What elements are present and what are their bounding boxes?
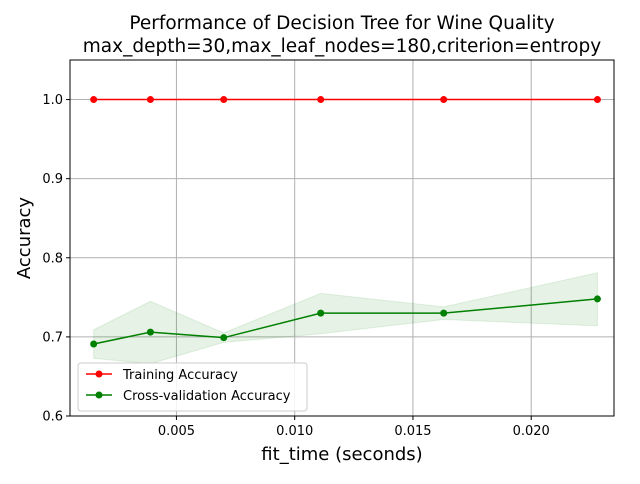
y-tick-label: 0.9 bbox=[42, 172, 63, 187]
series-0-point bbox=[317, 96, 325, 104]
x-tick-label: 0.020 bbox=[513, 424, 550, 439]
series-1-point bbox=[220, 334, 228, 342]
chart-title: Performance of Decision Tree for Wine Qu… bbox=[129, 13, 554, 34]
series-line-1 bbox=[93, 298, 598, 345]
plot-frame bbox=[69, 59, 615, 417]
series-0-point bbox=[220, 96, 228, 104]
legend-training-label: Training Accuracy bbox=[122, 368, 238, 383]
x-tick-label: 0.015 bbox=[394, 424, 431, 439]
series-0-point bbox=[440, 96, 448, 104]
legend-cv-marker bbox=[95, 391, 103, 399]
x-axis-label: fit_time (seconds) bbox=[261, 444, 422, 465]
band-1 bbox=[93, 272, 598, 365]
series-0-point bbox=[90, 96, 98, 104]
y-tick-label: 0.6 bbox=[42, 410, 63, 425]
series-1-point bbox=[593, 295, 601, 303]
legend: Training Accuracy Cross-validation Accur… bbox=[77, 362, 308, 412]
series-lines bbox=[90, 96, 601, 348]
y-axis-label: Accuracy bbox=[14, 197, 35, 280]
axis-ticks: 0.005 0.010 0.015 0.020 0.6 0.7 0.8 0.9 1.0 bbox=[42, 93, 550, 439]
x-tick-label: 0.010 bbox=[276, 424, 313, 439]
series-1-point bbox=[317, 309, 325, 317]
legend-training-marker bbox=[95, 370, 103, 378]
y-tick-label: 1.0 bbox=[42, 93, 63, 108]
x-tick-label: 0.005 bbox=[158, 424, 195, 439]
y-tick-label: 0.8 bbox=[42, 251, 63, 266]
series-1-point bbox=[90, 340, 98, 348]
legend-cv-label: Cross-validation Accuracy bbox=[123, 389, 291, 404]
series-0-point bbox=[146, 96, 154, 104]
series-1-point bbox=[440, 309, 448, 317]
confidence-bands bbox=[93, 99, 598, 365]
series-1-point bbox=[146, 328, 154, 336]
legend-box bbox=[77, 362, 308, 412]
y-tick-label: 0.7 bbox=[42, 330, 63, 345]
chart-subtitle: max_depth=30,max_leaf_nodes=180,criterio… bbox=[83, 36, 601, 57]
series-0-point bbox=[593, 96, 601, 104]
